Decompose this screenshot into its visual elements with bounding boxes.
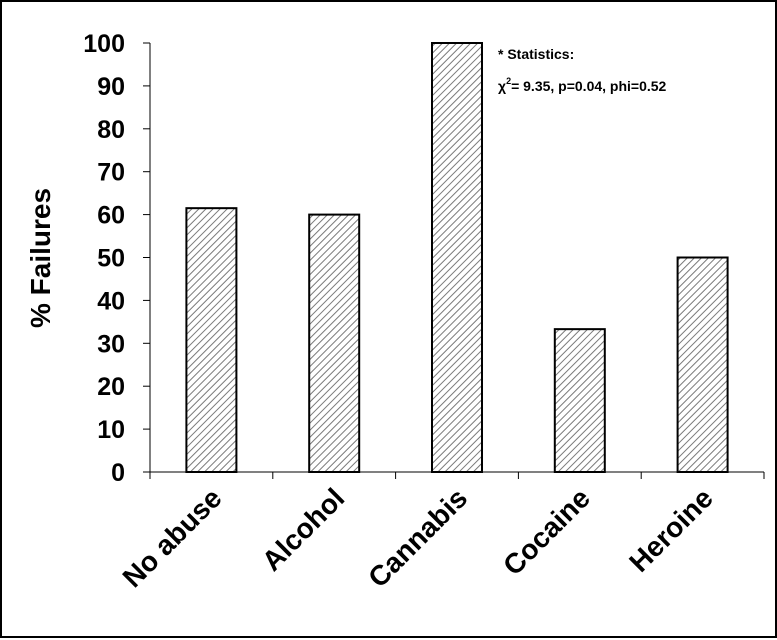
- statistics-text: = 9.35, p=0.04, phi=0.52: [511, 78, 666, 94]
- x-tick-label: Heroine: [623, 482, 719, 578]
- y-tick-label: 10: [97, 416, 125, 444]
- y-tick-label: 70: [97, 159, 125, 187]
- y-tick-label: 50: [97, 245, 125, 273]
- y-tick-label: 20: [97, 373, 125, 401]
- bar-no-abuse: [185, 207, 238, 473]
- bar-cannabis: [431, 42, 483, 473]
- statistics-values: χ2= 9.35, p=0.04, phi=0.52: [498, 76, 667, 94]
- x-tick-label: Cannabis: [362, 482, 473, 593]
- y-tick-label: 60: [97, 202, 125, 230]
- y-tick-label: 80: [97, 116, 125, 144]
- statistics-annotation: * Statistics: χ2= 9.35, p=0.04, phi=0.52: [498, 46, 667, 94]
- chi-exponent: 2: [506, 76, 511, 86]
- x-tick-label: Cocaine: [497, 482, 596, 581]
- y-tick-label: 0: [111, 459, 125, 487]
- bars: [185, 42, 729, 473]
- y-tick-label: 100: [83, 30, 125, 58]
- x-tick-label: No abuse: [117, 482, 228, 593]
- axes: [149, 43, 765, 479]
- y-tick-label: 90: [97, 73, 125, 101]
- x-axis-labels: No abuse Alcohol Cannabis Cocaine Heroine: [117, 482, 719, 593]
- y-tick-label: 40: [97, 287, 125, 315]
- bar-alcohol: [308, 213, 361, 473]
- y-axis-label: % Failures: [25, 188, 56, 328]
- y-axis-ticks: 0 10 20 30 40 50 60 70 80 90 100: [83, 30, 150, 487]
- bar-cocaine: [553, 328, 606, 473]
- chi-symbol: χ: [498, 78, 506, 94]
- x-tick-label: Alcohol: [256, 482, 351, 577]
- statistics-heading: * Statistics:: [498, 46, 574, 62]
- bar-heroine: [676, 256, 729, 473]
- y-tick-label: 30: [97, 330, 125, 358]
